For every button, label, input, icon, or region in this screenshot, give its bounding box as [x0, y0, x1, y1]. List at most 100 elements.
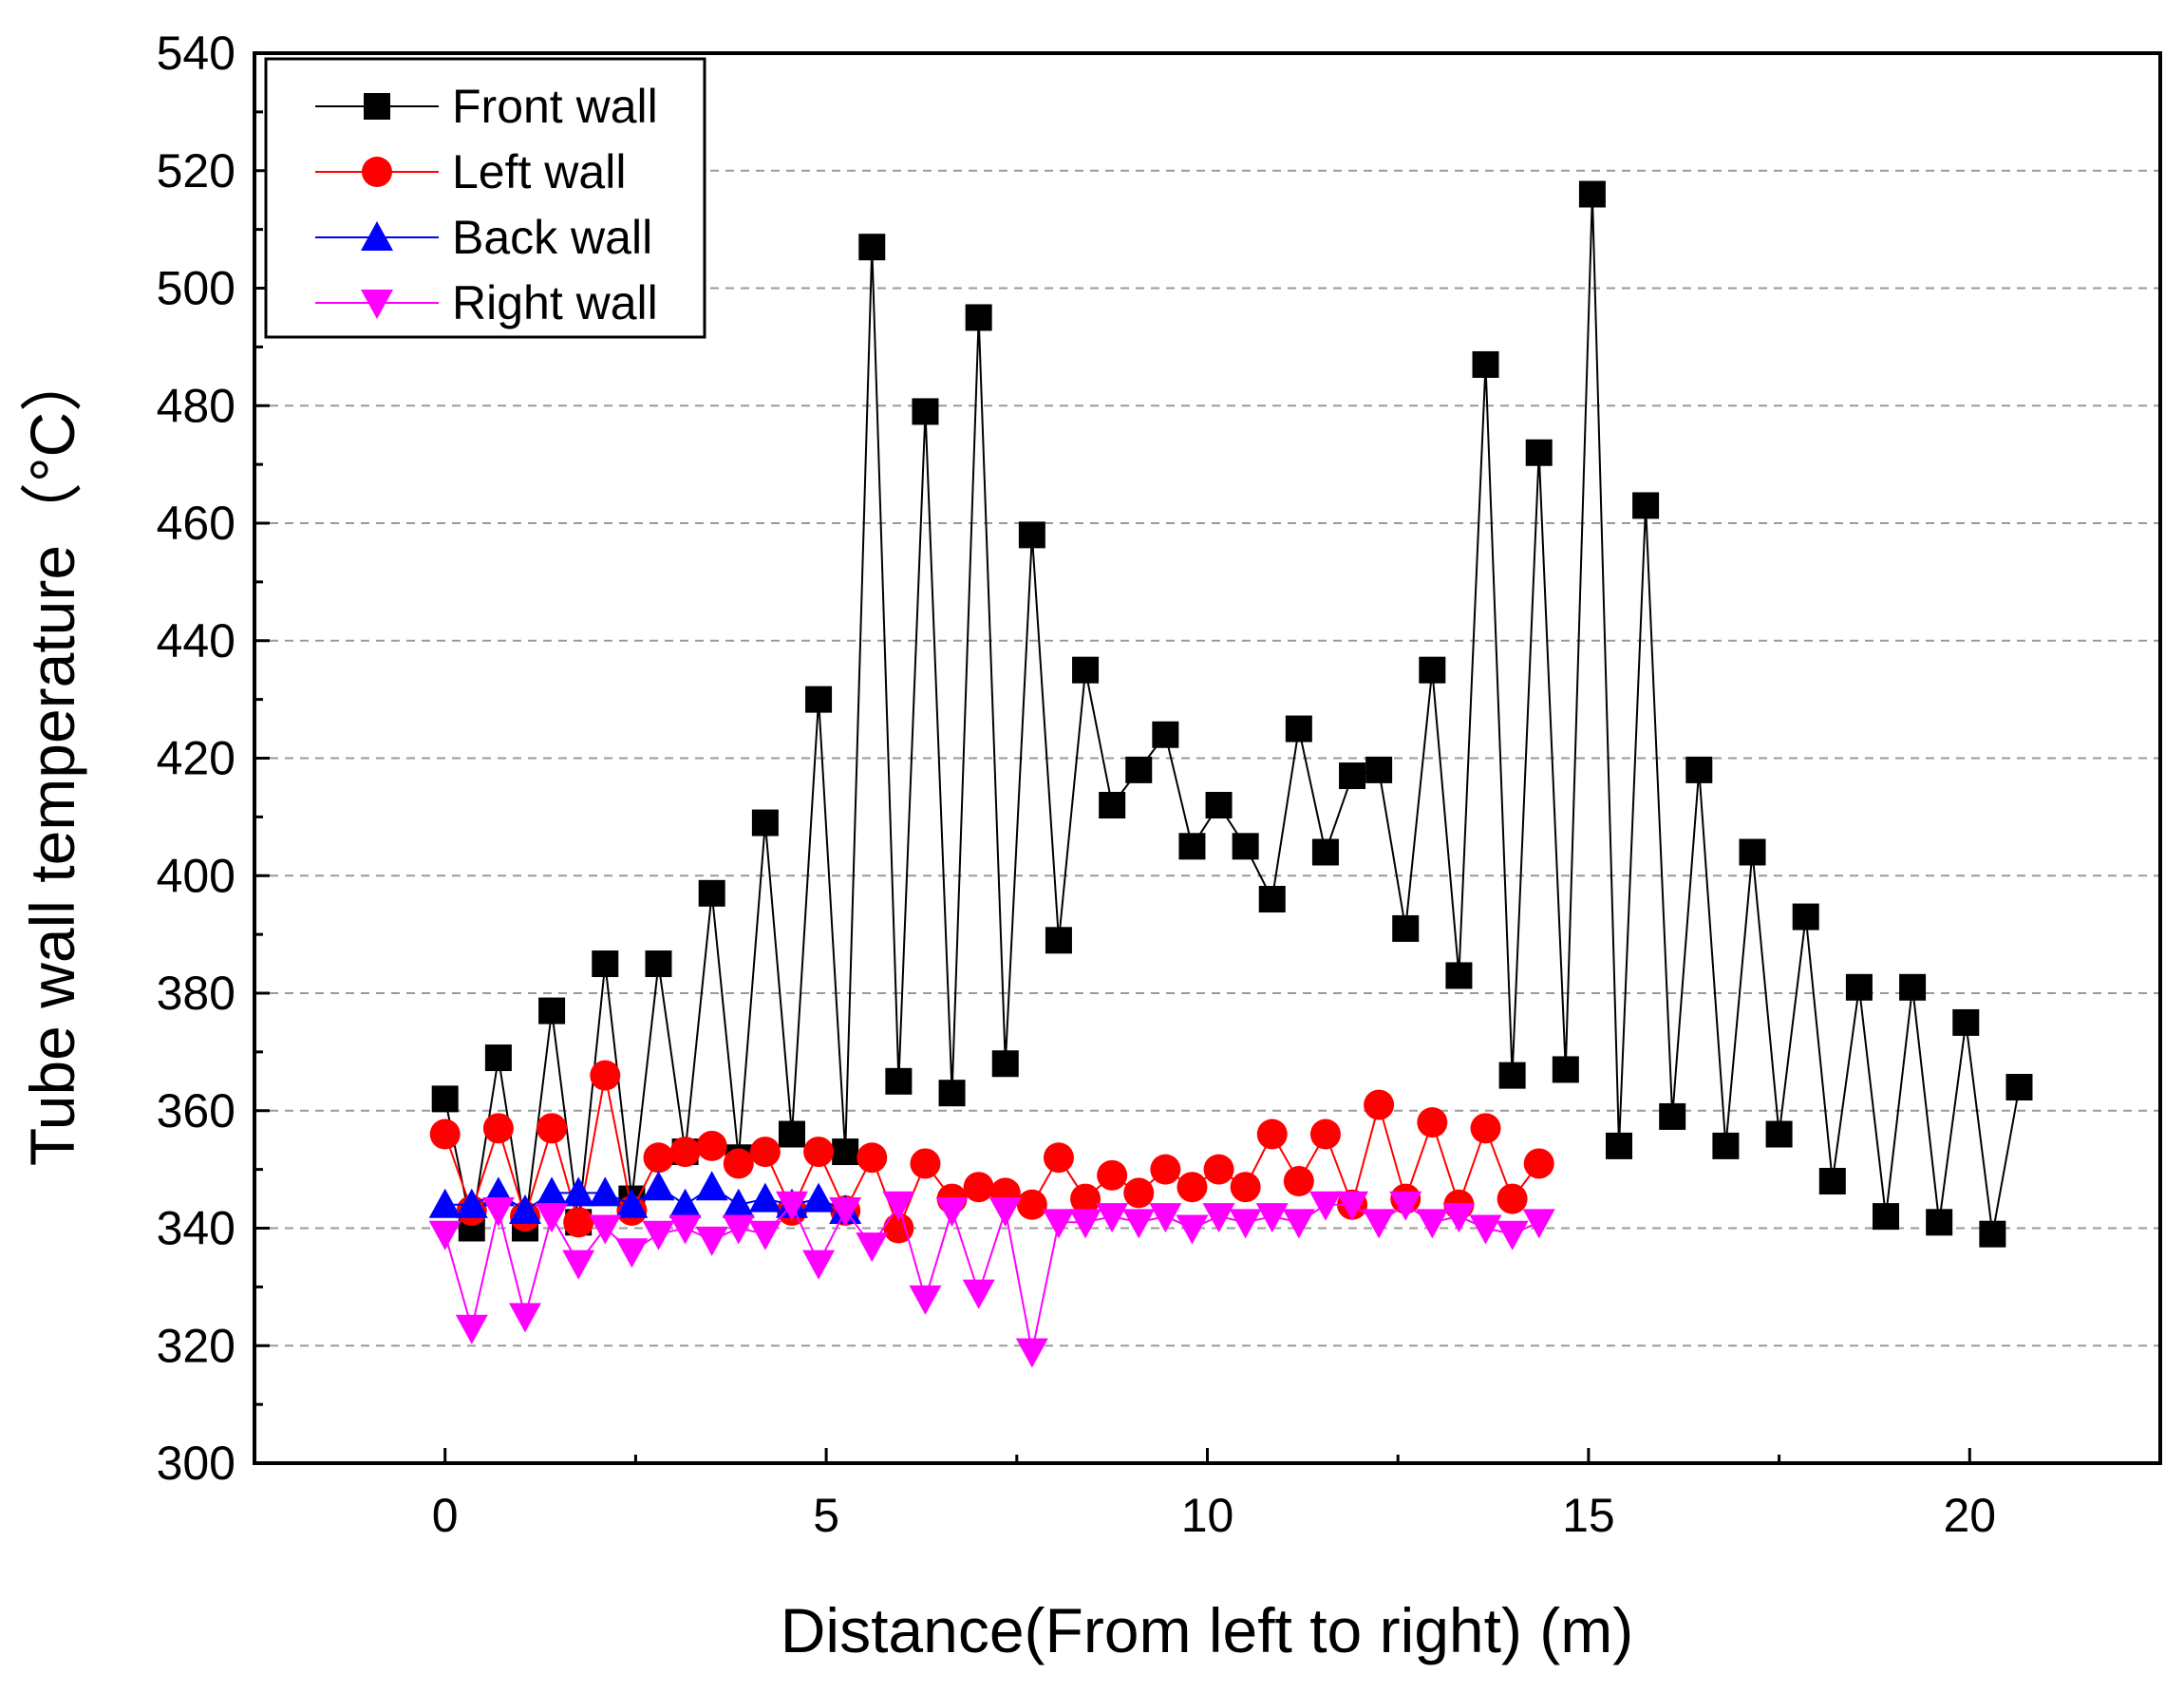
right-wall-point	[1202, 1203, 1235, 1233]
front-wall-point	[592, 950, 619, 978]
front-wall-point	[1899, 973, 1927, 1001]
right-wall-point	[722, 1214, 755, 1245]
right-wall-point	[1229, 1209, 1262, 1239]
right-wall-point	[1336, 1191, 1369, 1221]
front-wall-point	[965, 304, 992, 331]
y-axis-title: Tube wall temperature（°C）	[17, 349, 87, 1166]
legend-marker-back-wall	[361, 221, 393, 251]
left-wall-point	[910, 1148, 941, 1179]
y-tick-label: 400	[157, 849, 235, 902]
front-wall-point	[1552, 1056, 1579, 1083]
right-wall-point	[428, 1220, 461, 1250]
back-wall-point	[428, 1188, 461, 1218]
right-wall-point	[1416, 1209, 1449, 1239]
right-wall-point	[935, 1196, 969, 1227]
front-wall-point	[1099, 792, 1126, 818]
front-wall-point	[1765, 1120, 1793, 1148]
right-wall-point	[748, 1220, 781, 1250]
front-wall-point	[698, 879, 725, 907]
y-tick-label: 320	[157, 1319, 235, 1372]
x-tick-label: 10	[1181, 1489, 1234, 1542]
right-wall-point	[829, 1196, 862, 1227]
front-wall-point	[1472, 350, 1499, 378]
front-wall-point	[778, 1120, 805, 1148]
front-wall-point	[1445, 962, 1473, 989]
right-wall-point	[882, 1191, 915, 1221]
right-wall-point	[562, 1250, 595, 1280]
back-wall-point	[562, 1176, 595, 1207]
back-wall-point	[802, 1182, 836, 1213]
left-wall-point	[482, 1113, 514, 1144]
front-wall-point	[1125, 756, 1153, 783]
legend-label-left-wall: Left wall	[452, 145, 626, 198]
left-wall-point	[429, 1119, 461, 1150]
left-wall-point	[643, 1142, 674, 1174]
left-wall-point	[1364, 1089, 1395, 1120]
x-tick-label: 20	[1943, 1489, 1996, 1542]
front-wall-line	[443, 194, 2021, 1234]
front-wall-point	[1872, 1203, 1899, 1231]
front-wall-point	[1952, 1008, 1980, 1036]
left-wall-point	[1497, 1183, 1528, 1214]
left-wall-point	[1070, 1183, 1101, 1214]
front-wall-point	[885, 1067, 913, 1095]
y-tick-label: 480	[157, 379, 235, 432]
front-wall-point	[1578, 180, 1606, 208]
right-wall-point	[1309, 1191, 1342, 1221]
legend: Front wall Left wall Back wall Right wall	[264, 57, 706, 339]
front-wall-point	[938, 1080, 966, 1107]
front-wall-point	[1979, 1220, 2006, 1248]
left-wall-point	[1097, 1159, 1128, 1191]
right-wall-point	[455, 1314, 488, 1344]
back-wall-point	[536, 1176, 569, 1207]
y-tick-label: 420	[157, 732, 235, 785]
legend-marker-left-wall	[362, 157, 392, 187]
right-wall-point	[1469, 1214, 1502, 1245]
left-wall-point	[1043, 1142, 1074, 1174]
left-wall-point	[1417, 1107, 1448, 1138]
left-wall-point	[563, 1207, 594, 1238]
back-wall-point	[615, 1188, 649, 1218]
front-wall-point	[1258, 886, 1286, 912]
legend-box	[264, 57, 706, 339]
left-wall-point	[1523, 1148, 1554, 1179]
front-wall-point	[805, 686, 833, 713]
back-wall-point	[589, 1176, 622, 1207]
front-wall-point	[1392, 914, 1420, 942]
left-wall-point	[883, 1213, 914, 1244]
right-wall-point	[909, 1285, 942, 1315]
front-wall-point	[1845, 973, 1873, 1001]
front-wall-point	[538, 997, 566, 1025]
y-tick-label: 440	[157, 614, 235, 667]
legend-label-right-wall: Right wall	[452, 276, 658, 329]
front-wall-point	[1606, 1132, 1633, 1159]
x-tick-label: 15	[1562, 1489, 1615, 1542]
back-wall-point	[508, 1194, 541, 1224]
right-wall-point	[1149, 1203, 1182, 1233]
back-wall-point	[748, 1182, 781, 1213]
x-axis-title: Distance(From left to right) (m)	[781, 1595, 1633, 1665]
back-wall-point	[642, 1171, 675, 1201]
left-wall-point	[749, 1137, 781, 1168]
y-tick-label: 380	[157, 967, 235, 1020]
right-wall-point	[1096, 1203, 1129, 1233]
front-wall-point	[858, 234, 886, 261]
left-wall-point	[537, 1113, 568, 1144]
front-wall-point	[832, 1138, 859, 1166]
front-wall-point	[1178, 833, 1206, 860]
left-wall-point	[1150, 1154, 1181, 1185]
right-wall-point	[695, 1226, 728, 1256]
left-wall-point	[696, 1130, 727, 1161]
front-wall-point	[2005, 1074, 2033, 1100]
y-tick-label: 540	[157, 27, 235, 80]
left-wall-point	[1016, 1189, 1047, 1220]
y-tick-label: 340	[157, 1202, 235, 1255]
left-wall-point	[803, 1137, 835, 1168]
legend-label-back-wall: Back wall	[452, 211, 652, 264]
legend-marker-front-wall	[364, 93, 390, 120]
right-wall-point	[481, 1196, 515, 1227]
left-wall-point	[1283, 1166, 1314, 1196]
front-wall-point	[1632, 492, 1660, 519]
front-wall-point	[1311, 838, 1339, 866]
